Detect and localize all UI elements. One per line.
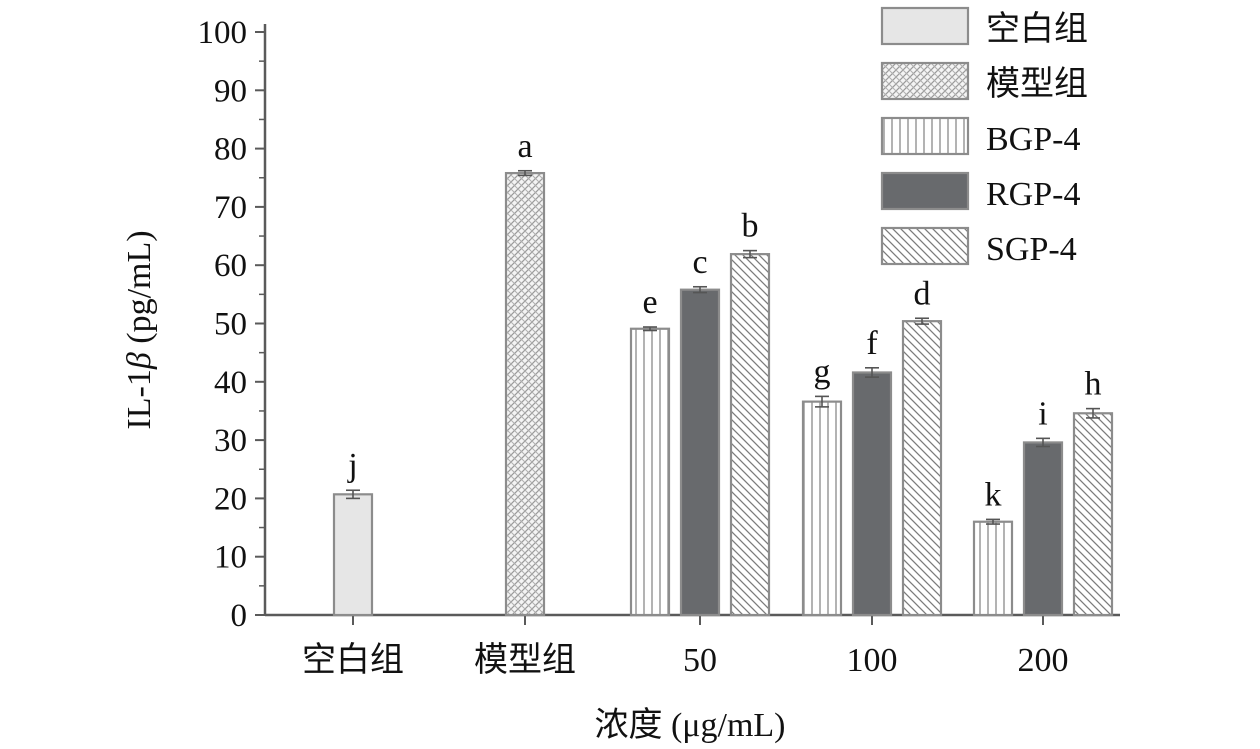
bar	[729, 253, 771, 617]
legend-swatch	[880, 226, 970, 266]
bar	[851, 371, 893, 617]
significance-letter: g	[814, 353, 831, 390]
significance-letter: c	[692, 244, 707, 281]
x-axis: 空白组 模型组 50 100 200	[265, 613, 1120, 679]
bar	[1072, 412, 1114, 617]
x-tick-label: 200	[1018, 642, 1069, 679]
y-tick-label: 90	[214, 73, 247, 109]
significance-letter: j	[347, 447, 357, 484]
legend-label: RGP-4	[986, 176, 1080, 213]
y-tick-label: 20	[214, 481, 247, 517]
legend-label: SGP-4	[986, 231, 1077, 268]
legend-swatch	[880, 171, 970, 211]
legend-swatch	[880, 116, 970, 156]
x-tick-label: 100	[847, 642, 898, 679]
x-axis-label: 浓度 (μg/mL)	[594, 706, 785, 744]
significance-letter: a	[517, 128, 532, 165]
significance-letter: f	[866, 325, 878, 362]
bar-series: j a ecb gfd k i h	[332, 128, 1114, 617]
y-tick-label: 30	[214, 423, 247, 459]
significance-letter: b	[742, 208, 759, 245]
y-tick-label: 40	[214, 365, 247, 401]
significance-letter: e	[642, 284, 657, 321]
significance-letter: h	[1085, 366, 1102, 403]
y-tick-label: 10	[214, 540, 247, 576]
y-axis-label: IL-1β (pg/mL)	[121, 230, 158, 429]
x-tick-label: 模型组	[474, 641, 576, 679]
x-tick-label: 50	[683, 642, 717, 679]
significance-letter: k	[985, 476, 1002, 513]
bar	[504, 171, 546, 617]
y-axis-label-beta: β	[121, 352, 158, 370]
y-tick-label: 70	[214, 190, 247, 226]
legend-swatch	[880, 6, 970, 46]
y-tick-label: 60	[214, 248, 247, 284]
bar	[901, 320, 943, 617]
legend-label: BGP-4	[986, 121, 1080, 158]
significance-letter: i	[1038, 395, 1047, 432]
bar	[801, 400, 843, 617]
y-axis: 0 10 20 30 40 50 60 70 80 90 100	[198, 15, 267, 634]
y-tick-label: 100	[198, 15, 248, 51]
y-tick-label: 0	[231, 598, 248, 634]
y-axis-label-unit: (pg/mL)	[121, 230, 158, 352]
bar	[972, 520, 1014, 617]
legend-swatch	[880, 61, 970, 101]
y-axis-label-main: IL-1	[121, 369, 158, 429]
bar	[332, 493, 374, 617]
y-tick-label: 50	[214, 307, 247, 343]
significance-letter: d	[914, 275, 931, 312]
bar	[1022, 441, 1064, 617]
y-tick-label: 80	[214, 132, 247, 168]
bar	[629, 327, 671, 617]
bar	[679, 288, 721, 617]
legend-label: 空白组	[986, 10, 1088, 48]
x-tick-label: 空白组	[302, 641, 404, 679]
legend-label: 模型组	[986, 65, 1088, 103]
